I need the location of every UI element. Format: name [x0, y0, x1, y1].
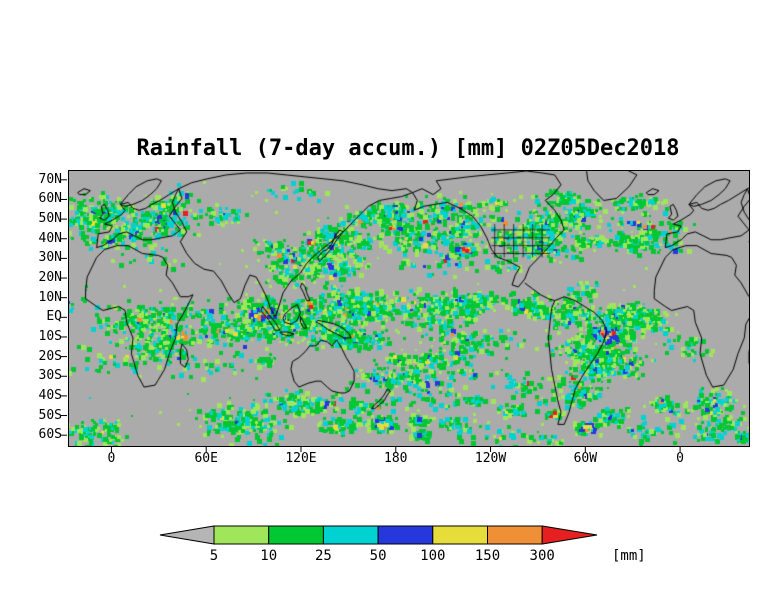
- colorbar-below-arrow: [159, 525, 215, 545]
- lon-tick-label: 120E: [285, 451, 317, 466]
- colorbar-segment: [432, 525, 488, 545]
- lat-tick-label: 50N: [38, 211, 62, 227]
- colorbar-legend: 5 10 25 50 100 150 300 [mm]: [159, 525, 646, 564]
- colorbar-segment: [213, 525, 270, 545]
- lat-tick-label: 40N: [38, 230, 62, 246]
- world-rainfall-map-canvas: [69, 171, 749, 446]
- lat-tick-label: EQ: [46, 309, 62, 325]
- colorbar-tick-label: 150: [475, 548, 500, 564]
- colorbar-tick-label: 25: [315, 548, 332, 564]
- plot-title: Rainfall (7-day accum.) [mm] 02Z05Dec201…: [136, 136, 680, 161]
- lat-tick-label: 60N: [38, 191, 62, 207]
- colorbar-tick-label: 5: [210, 548, 218, 564]
- lat-tick-label: 70N: [38, 171, 62, 187]
- colorbar-tick-label: 100: [420, 548, 445, 564]
- colorbar-tick-label: 300: [530, 548, 555, 564]
- colorbar-segment: [377, 525, 434, 545]
- colorbar-segment: [268, 525, 324, 545]
- lat-tick-label: 20S: [38, 348, 62, 364]
- map-frame: [68, 170, 750, 447]
- lon-tick-label: 60W: [573, 451, 598, 466]
- lon-tick-label: 0: [107, 451, 116, 466]
- lon-tick-label: 0: [676, 451, 684, 466]
- lat-tick-label: 20N: [38, 270, 62, 286]
- colorbar-tick-label: 10: [260, 548, 277, 564]
- lat-tick-label: 50S: [38, 407, 62, 423]
- colorbar-segment: [322, 525, 379, 545]
- colorbar-above-arrow: [541, 525, 598, 545]
- lon-tick-label: 120W: [474, 451, 507, 466]
- lat-tick-label: 10S: [38, 328, 62, 344]
- lat-tick-label: 30N: [38, 250, 62, 266]
- colorbar-tick-label: 50: [370, 548, 387, 564]
- colorbar-segment: [487, 525, 543, 545]
- lat-tick-label: 40S: [38, 387, 62, 403]
- lat-tick-label: 60S: [38, 427, 62, 443]
- lon-tick-label: 60E: [194, 451, 218, 466]
- lat-tick-label: 10N: [38, 289, 62, 305]
- colorbar-unit-label: [mm]: [612, 548, 646, 564]
- lat-tick-label: 30S: [38, 368, 62, 384]
- lon-tick-label: 180: [384, 451, 408, 466]
